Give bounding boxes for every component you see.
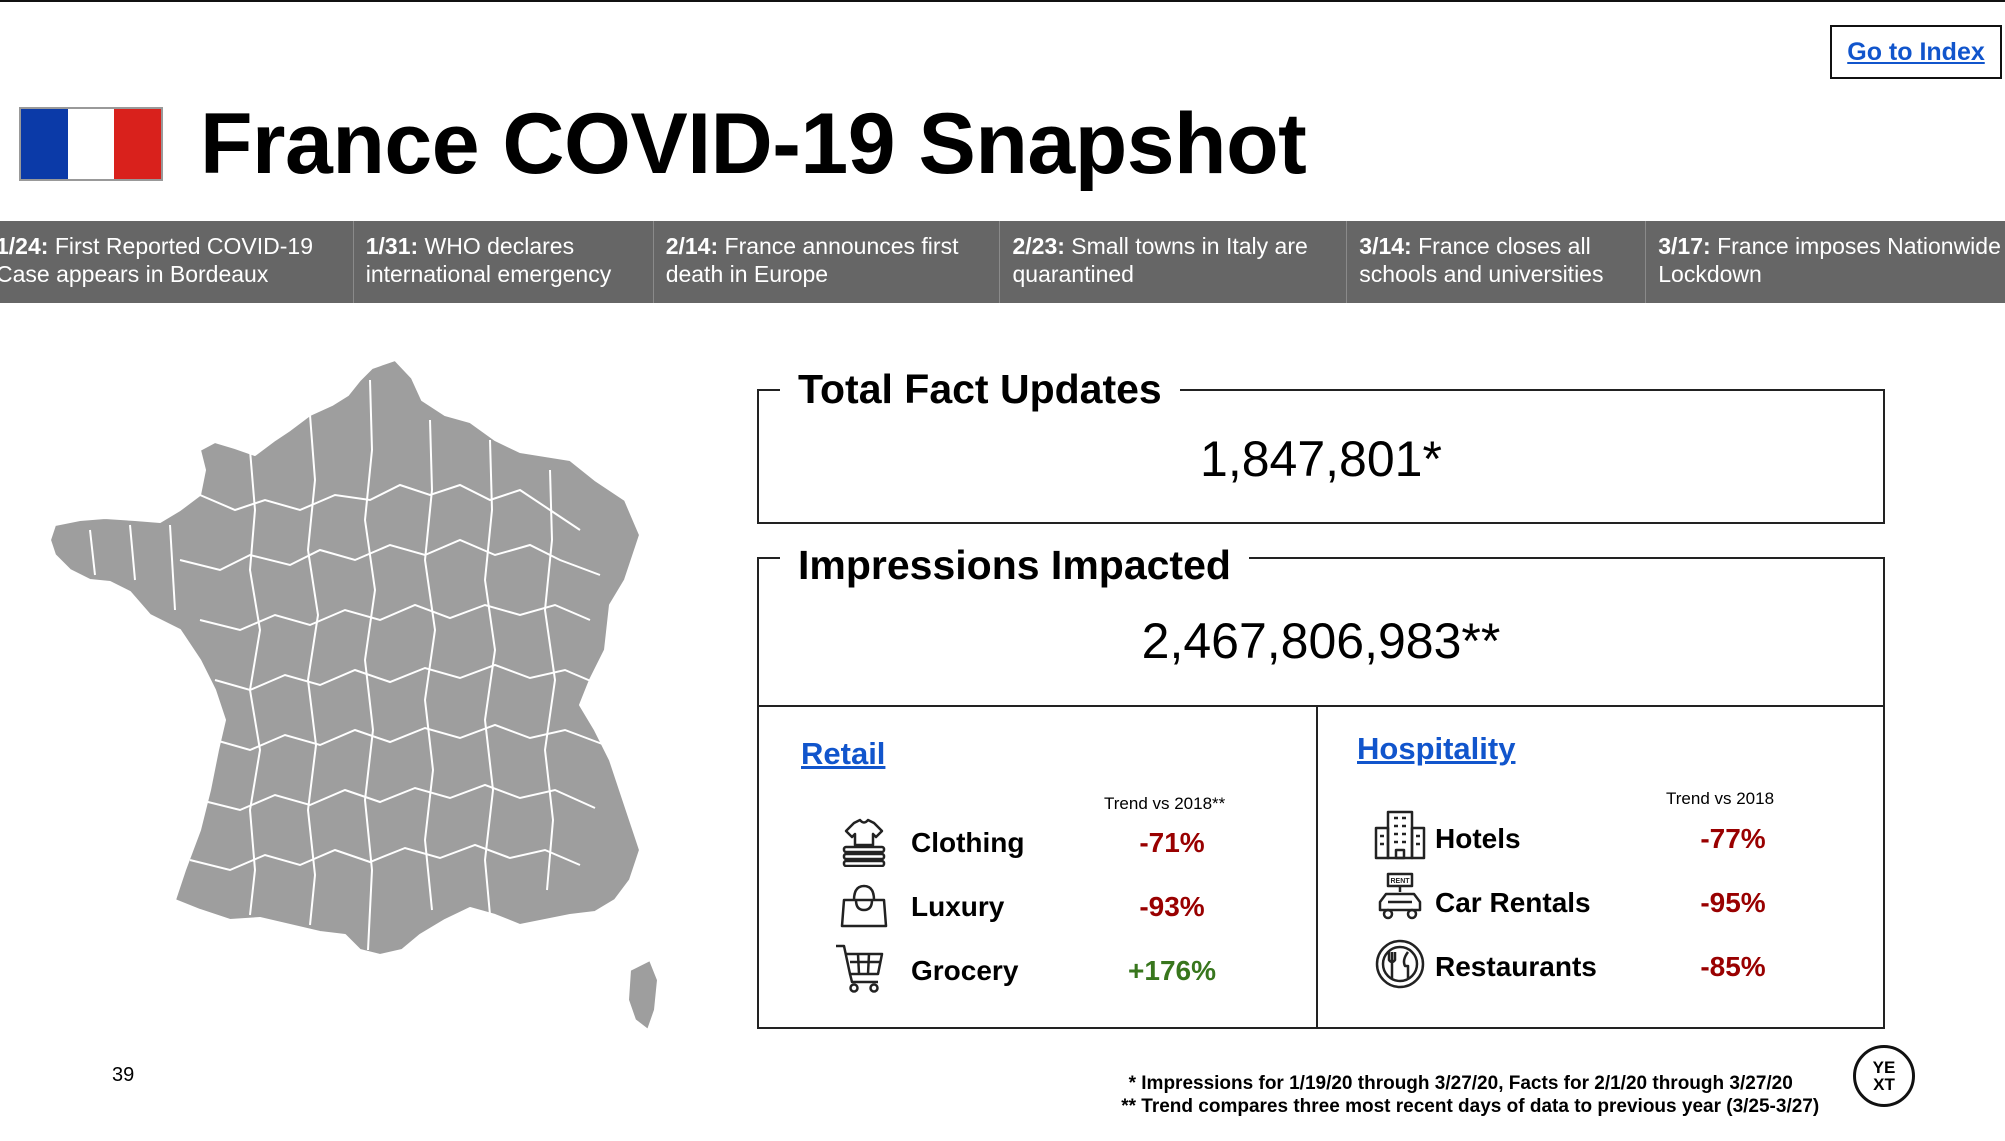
fact-updates-label: Total Fact Updates <box>780 366 1180 413</box>
timeline-text-line2: quarantined <box>1012 261 1134 287</box>
timeline-text-line2: schools and universities <box>1359 261 1604 287</box>
timeline-item: 2/23: Small towns in Italy are quarantin… <box>1000 221 1348 303</box>
hospitality-row-label: Restaurants <box>1435 951 1597 982</box>
timeline-item: 2/14: France announces first death in Eu… <box>654 221 1001 303</box>
timeline-text-line2: Case appears in Bordeaux <box>0 261 269 287</box>
footnotes: * Impressions for 1/19/20 through 3/27/2… <box>1108 1072 1819 1118</box>
flag-blue-band <box>21 109 68 179</box>
timeline-item: 3/14: France closes all schools and univ… <box>1347 221 1647 303</box>
hospitality-row-value: -77% <box>1700 823 1766 854</box>
timeline-date: 1/31: <box>365 233 419 259</box>
france-departments-map <box>50 360 659 1030</box>
panel-divider-vertical <box>1316 705 1318 1029</box>
top-rule <box>0 0 2005 2</box>
hospitality-row-value: -85% <box>1700 951 1766 982</box>
timeline-date: 1/24: <box>0 233 49 259</box>
logo-bottom-text: XT <box>1873 1075 1895 1094</box>
fact-updates-value: 1,847,801* <box>1200 431 1442 487</box>
timeline-text: First Reported COVID-19 <box>48 233 314 259</box>
timeline-text-line2: Lockdown <box>1658 261 1762 287</box>
footnote-1: * Impressions for 1/19/20 through 3/27/2… <box>1108 1072 1819 1095</box>
footnote-2-text: Trend compares three most recent days of… <box>1141 1096 1820 1117</box>
hotel-icon <box>1374 810 1426 860</box>
timeline-item: 1/31: WHO declares international emergen… <box>354 221 654 303</box>
page-number: 39 <box>112 1064 135 1086</box>
page-title: France COVID-19 Snapshot <box>200 96 1307 192</box>
yext-logo: YE XT <box>1853 1045 1915 1107</box>
timeline-text-line2: death in Europe <box>665 261 829 287</box>
footnote-2-mark: ** <box>1121 1096 1136 1117</box>
impressions-box <box>757 557 1885 1029</box>
impressions-value: 2,467,806,983** <box>1141 613 1501 669</box>
flag-white-band <box>67 109 115 179</box>
hospitality-trend-header: Trend vs 2018 <box>1666 789 1775 808</box>
retail-row-label: Grocery <box>911 955 1019 986</box>
footnote-2: ** Trend compares three most recent days… <box>1108 1095 1819 1118</box>
go-to-index-link[interactable]: Go to Index <box>1830 25 2002 79</box>
timeline-text: France closes all <box>1411 233 1591 259</box>
timeline-text: Small towns in Italy are <box>1064 233 1308 259</box>
timeline-bar: 1/24: First Reported COVID-19 Case appea… <box>0 221 2005 303</box>
clothing-icon <box>842 818 886 867</box>
hospitality-row-value: -95% <box>1700 887 1766 918</box>
retail-row-label: Luxury <box>911 891 1005 922</box>
fact-updates-box <box>757 389 1885 524</box>
panel-divider-horizontal <box>757 705 1885 707</box>
retail-row-label: Clothing <box>911 827 1025 858</box>
logo-top-text: YE <box>1872 1058 1896 1077</box>
shopping-cart-icon <box>836 944 884 993</box>
retail-trend-header: Trend vs 2018** <box>1104 794 1226 813</box>
retail-row-value: -71% <box>1139 827 1205 858</box>
timeline-date: 3/17: <box>1658 233 1711 259</box>
flag-red-band <box>114 109 162 179</box>
timeline-text-line2: international emergency <box>365 261 612 287</box>
timeline-item: 3/17: France imposes Nationwide Lockdown <box>1646 221 2005 303</box>
timeline-item: 1/24: First Reported COVID-19 Case appea… <box>0 221 354 303</box>
timeline-date: 2/14: <box>665 233 719 259</box>
timeline-date: 3/14: <box>1359 233 1412 259</box>
impressions-label: Impressions Impacted <box>780 542 1249 589</box>
handbag-icon <box>840 884 888 928</box>
retail-section-link[interactable]: Retail <box>801 736 886 771</box>
retail-row-value: +176% <box>1128 955 1216 986</box>
france-flag-icon <box>19 107 163 181</box>
hospitality-section-link[interactable]: Hospitality <box>1357 731 1516 766</box>
timeline-text: France imposes Nationwide <box>1710 233 2001 259</box>
footnote-1-text: Impressions for 1/19/20 through 3/27/20,… <box>1141 1073 1793 1094</box>
car-rental-icon: RENT <box>1378 872 1422 920</box>
rent-sign-text: RENT <box>1390 878 1410 885</box>
timeline-text: France announces first <box>718 233 959 259</box>
footnote-1-mark: * <box>1128 1073 1136 1094</box>
restaurant-icon <box>1375 939 1425 989</box>
retail-row-value: -93% <box>1139 891 1205 922</box>
hospitality-row-label: Hotels <box>1435 823 1521 854</box>
timeline-date: 2/23: <box>1012 233 1065 259</box>
timeline-text: WHO declares <box>418 233 575 259</box>
hospitality-row-label: Car Rentals <box>1435 887 1591 918</box>
